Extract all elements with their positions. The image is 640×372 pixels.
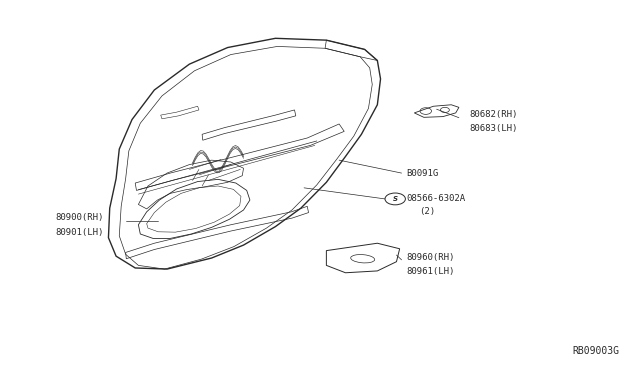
Text: 80901(LH): 80901(LH) bbox=[56, 228, 104, 237]
Text: 80960(RH): 80960(RH) bbox=[406, 253, 454, 263]
Text: 80682(RH): 80682(RH) bbox=[470, 109, 518, 119]
Text: RB09003G: RB09003G bbox=[573, 346, 620, 356]
Text: 80683(LH): 80683(LH) bbox=[470, 124, 518, 133]
Text: 80900(RH): 80900(RH) bbox=[56, 213, 104, 222]
Text: S: S bbox=[393, 196, 397, 202]
Text: (2): (2) bbox=[419, 207, 435, 217]
Text: 08566-6302A: 08566-6302A bbox=[406, 195, 465, 203]
Text: 80961(LH): 80961(LH) bbox=[406, 267, 454, 276]
Text: B0091G: B0091G bbox=[406, 169, 438, 177]
